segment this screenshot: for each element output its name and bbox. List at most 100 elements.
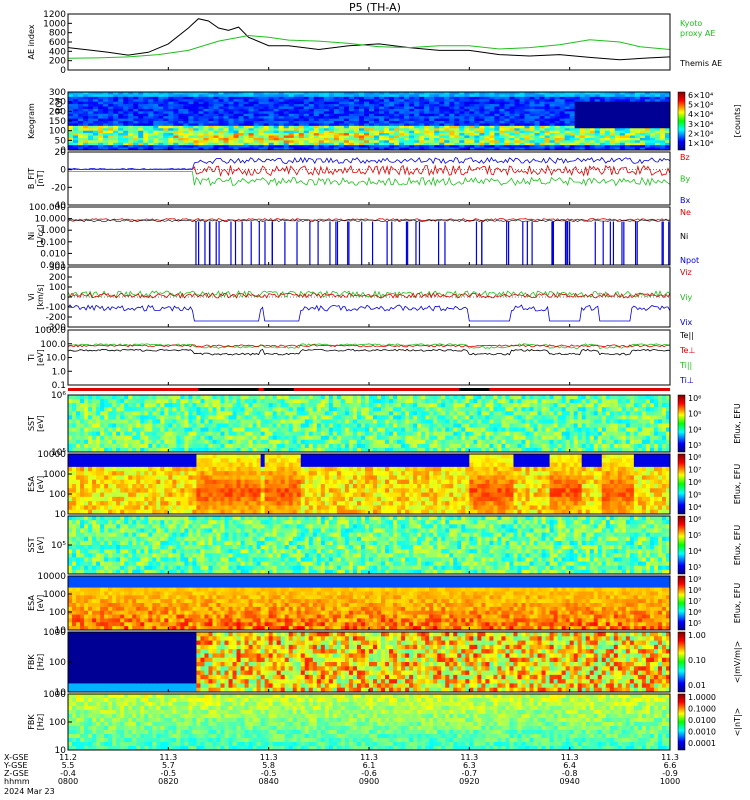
panel-body [68,290,670,322]
colorbar [677,693,686,751]
panel-units: [eV] [36,595,45,612]
colorbar-unit: Eflux, EFU [733,403,742,444]
footer-value: -0.6 [361,769,377,778]
y-tick-label: 200 [49,107,66,117]
y-tick-label: 600 [49,38,66,48]
footer-value: 5.8 [262,761,275,770]
footer-value: 11.3 [260,753,278,762]
colorbar-label: 10⁷ [688,597,701,606]
panel-units: [km/s] [36,284,45,310]
colorbar-label: 10⁵ [688,410,701,419]
panel-units: [eV] [36,476,45,493]
colorbar-label: 10⁸ [688,453,701,462]
footer-date: 2024 Mar 23 [4,787,55,796]
panel-units: [eV] [36,537,45,554]
footer-value: 11.3 [460,753,478,762]
line-ni [68,219,670,223]
footer-value: 6.1 [363,761,376,770]
panel-body [68,92,670,150]
panel-top-label: ROI [55,98,65,114]
colorbar-label: 10⁵ [688,619,701,628]
colorbar-label: 3×10⁴ [688,120,713,129]
colorbar-label: 0.1000 [688,705,716,714]
line-te-perp [68,344,670,348]
y-tick-label: 100.000 [29,203,66,213]
panel-units: [Hz] [36,654,45,670]
panel-ylabel: Ni [27,232,36,240]
y-tick-label: -300 [46,323,67,333]
footer-row-label: X-GSE [4,753,29,762]
line-viy [68,290,670,298]
y-tick-label: 1000.0 [35,326,67,336]
colorbar-label: 0.01 [688,681,706,690]
colorbar-label: 10⁶ [688,608,701,617]
footer-value: -0.7 [462,769,478,778]
y-tick-label: 10000 [37,572,66,582]
footer-value: 11.3 [661,753,679,762]
panels: AE index120010008006004002000Kyotoproxy … [27,10,742,756]
panel-fbk-e: FBK [Hz] 1000 100 10 1.00 0.10 0.01 <|mV/m|> [27,628,742,698]
footer-value: 6.6 [664,761,677,770]
panel-units: [1/cc] [36,225,45,248]
region-bar-black [263,388,294,391]
y-tick-label: 1.000 [40,226,66,236]
legend-entry: Bx [680,196,690,205]
y-tick-label: 800 [49,29,66,39]
panel-units: [Hz] [36,714,45,730]
panel-units: [eV] [36,349,45,366]
y-tick-label: 50 [55,136,67,146]
colorbar-label: 10³ [688,563,701,572]
colorbar-label: 5×10⁴ [688,101,713,110]
line-bx [68,156,670,170]
panel-body [68,516,670,574]
footer-value: 0800 [58,777,78,786]
y-tick-label: 200 [49,273,66,283]
line-ti-par [68,343,670,349]
colorbar-unit: <|mV/m|> [733,641,742,684]
panel-ti: Ti [eV] 1000.0 100.0 10.0 1.0 0.1 Te|| Te⊥ Ti|| Ti… [27,326,695,391]
y-tick-label: -200 [46,313,67,323]
panel-body [68,156,670,187]
colorbar-label: 2×10⁴ [688,129,713,138]
legend-entry: Ti|| [679,361,692,370]
y-tick-label: 1000 [43,690,66,700]
colorbar-label: 10⁶ [688,394,701,403]
y-tick-label: 0.001 [40,261,66,271]
colorbar [677,575,686,631]
y-tick-label: 0.010 [40,249,66,259]
colorbar-unit: Eflux, EFU [733,464,742,505]
colorbar-label: 10⁶ [688,515,701,524]
panel-ylabel: FBK [27,654,36,670]
y-tick-label: 10.000 [35,215,67,225]
y-tick-label: 1000 [43,19,66,29]
panel-ylabel: SST [27,537,36,552]
colorbar [677,91,686,151]
legend-entry: Ni [680,232,688,241]
y-tick-label: 10 [55,688,67,698]
footer-value: 0920 [459,777,479,786]
y-tick-label: 100 [49,608,66,618]
y-tick-label: 150 [49,117,66,127]
colorbar-label: 1.00 [688,631,706,640]
region-bar [68,388,670,391]
panel-frame [67,13,671,71]
y-tick-label: 400 [49,47,66,57]
region-bar-red [68,388,670,391]
y-tick-label: -100 [46,303,67,313]
panel-body [68,218,670,265]
colorbar-label: 10⁹ [688,575,701,584]
y-tick-label: 10000 [37,450,66,460]
footer-value: 5.7 [162,761,175,770]
footer-value: 11.3 [360,753,378,762]
footer-value: 5.5 [62,761,75,770]
y-tick-label: 10⁵ [51,448,66,458]
colorbar-label: 0.0100 [688,716,716,725]
legend-entry: Bz [680,153,690,162]
y-tick-label: 10⁵ [51,541,66,551]
colorbar-label: 1×10⁴ [688,139,713,148]
y-tick-label: 10 [55,510,67,520]
footer-value: 0900 [359,777,379,786]
colorbar-label: 10⁸ [688,586,701,595]
panel-ylabel: Ti [27,354,36,362]
legend-entry: proxy AE [680,29,715,38]
